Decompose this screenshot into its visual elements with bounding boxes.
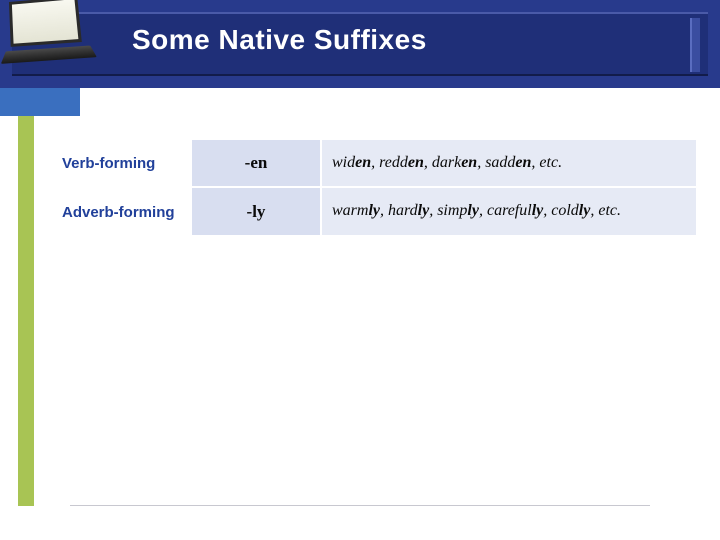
ex-root: simp — [437, 202, 467, 219]
examples-cell-en: widen, redden, darken, sadden, etc. — [322, 140, 696, 188]
suffix-table: Verb-forming -en widen, redden, darken, … — [62, 140, 696, 237]
ex-suf: ly — [368, 202, 380, 219]
ex-root: cold — [551, 202, 579, 219]
ex-tail: , etc. — [531, 154, 562, 171]
ex-root: warm — [332, 202, 368, 219]
ex-suf: ly — [532, 202, 544, 219]
laptop-icon — [0, 0, 107, 78]
accent-blue-block — [0, 88, 80, 116]
ex-root: careful — [487, 202, 532, 219]
row-label-adverb-forming: Adverb-formi ng — [62, 188, 192, 236]
ex-suf: en — [408, 154, 424, 171]
row-label-line1: Adverb-formi — [62, 204, 156, 222]
ex-suf: ly — [579, 202, 591, 219]
ex-root: redd — [379, 154, 408, 171]
ex-root: wid — [332, 154, 355, 171]
ex-suf: en — [515, 154, 531, 171]
header-accent — [690, 18, 700, 72]
ex-tail: , etc. — [590, 202, 621, 219]
suffix-cell-ly: -ly — [192, 188, 322, 236]
examples-cell-ly: warmly, hardly, simply, carefully, coldl… — [322, 188, 696, 236]
ex-suf: ly — [418, 202, 430, 219]
suffix-cell-en: -en — [192, 140, 322, 188]
ex-root: sadd — [485, 154, 515, 171]
ex-suf: en — [461, 154, 477, 171]
row-label-line2: ng — [156, 204, 174, 222]
footer-divider — [70, 505, 650, 506]
ex-suf: en — [355, 154, 371, 171]
content-area: Verb-forming -en widen, redden, darken, … — [62, 140, 696, 500]
accent-green-bar — [18, 116, 34, 506]
ex-suf: ly — [467, 202, 479, 219]
ex-root: dark — [432, 154, 461, 171]
header-bar: Some Native Suffixes — [0, 0, 720, 88]
slide-title: Some Native Suffixes — [132, 24, 427, 56]
ex-root: hard — [388, 202, 418, 219]
row-label-verb-forming: Verb-forming — [62, 140, 192, 188]
